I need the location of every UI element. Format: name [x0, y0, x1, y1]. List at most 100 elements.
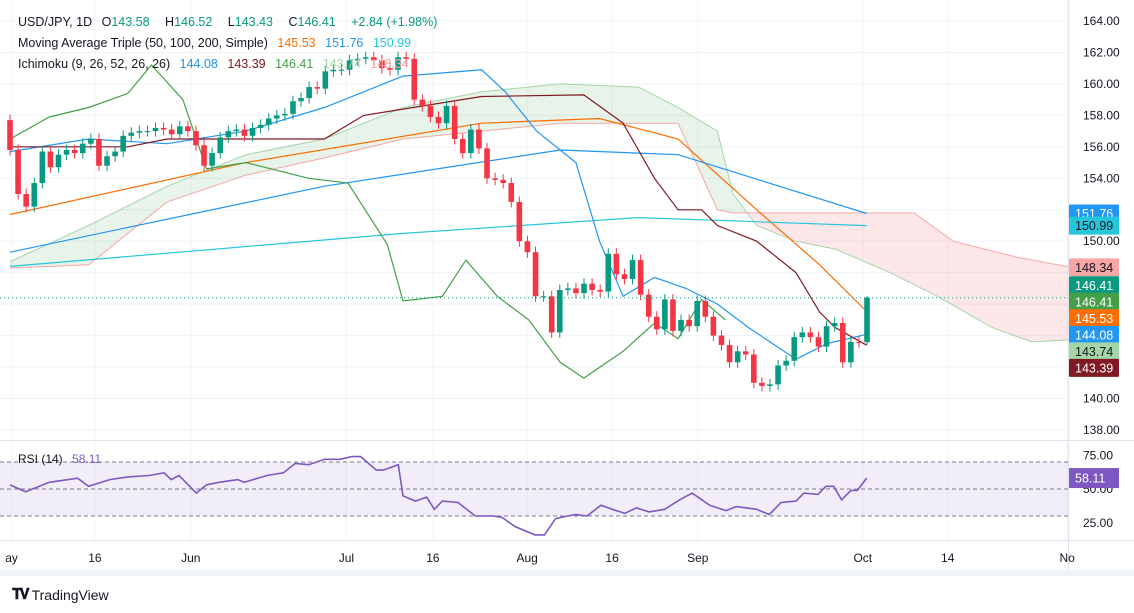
candle-body: [694, 300, 701, 327]
price-badge-label: 148.34: [1075, 261, 1113, 275]
price-badge-label: 144.08: [1075, 328, 1113, 342]
cloud-segment: [851, 212, 855, 258]
candle-body: [176, 126, 183, 135]
high-value: 146.52: [174, 15, 213, 29]
cloud-segment: [175, 181, 179, 200]
candle-body: [848, 341, 854, 363]
candle-body: [282, 113, 288, 116]
cloud-segment: [182, 178, 187, 197]
cloud-segment: [163, 186, 168, 206]
cloud-segment: [603, 85, 608, 124]
cloud-segment: [234, 157, 238, 180]
cloud-segment: [1023, 258, 1028, 341]
cloud-segment: [689, 114, 694, 158]
candle-body: [653, 316, 660, 330]
cloud-segment: [1059, 265, 1064, 341]
cloud-segment: [705, 124, 710, 193]
cloud-segment: [941, 232, 946, 301]
tradingview-footer[interactable]: 𝐓𝐕 TradingView: [12, 586, 109, 603]
candle-body: [338, 69, 345, 71]
cloud-segment: [1031, 259, 1036, 342]
rsi-line: [9, 455, 868, 536]
cloud-segment: [1027, 259, 1032, 342]
price-tick-label: 156.00: [1083, 140, 1120, 154]
cloud-segment: [571, 84, 576, 124]
time-tick-label: Jul: [339, 551, 354, 565]
cloud-segment: [516, 87, 521, 128]
cloud-segment: [949, 238, 954, 306]
price-badge: [1069, 292, 1119, 311]
cloud-segment: [49, 241, 54, 267]
span-a-value: 143.74: [322, 57, 362, 71]
cloud-segment: [328, 135, 333, 157]
candle-body: [435, 116, 442, 124]
candle-body: [500, 179, 506, 184]
cloud-segment: [646, 91, 651, 124]
ma-legend[interactable]: Moving Average Triple (50, 100, 200, Sim…: [18, 36, 417, 50]
cloud-segment: [351, 126, 356, 152]
cloud-segment: [886, 212, 891, 273]
candle-body: [670, 299, 676, 331]
candle-body: [249, 127, 256, 136]
candle-body: [88, 138, 94, 144]
cloud-segment: [473, 92, 478, 132]
cloud-segment: [273, 148, 278, 170]
candle-body: [298, 98, 304, 102]
price-badge-label: 143.74: [1075, 345, 1113, 359]
cloud-segment: [214, 165, 219, 186]
cloud-segment: [568, 84, 572, 124]
cloud-segment: [61, 236, 66, 266]
cloud-segment: [890, 212, 895, 275]
cloud-segment: [831, 212, 836, 250]
candle-body: [79, 143, 86, 154]
symbol-label[interactable]: USD/JPY, 1D: [18, 15, 93, 29]
price-badge-label: 146.41: [1075, 279, 1113, 293]
candle-body: [759, 382, 765, 386]
ma200-value: 150.99: [372, 36, 412, 50]
cloud-segment: [399, 107, 403, 140]
cloud-segment: [575, 84, 580, 124]
cloud-segment: [505, 89, 510, 129]
brand-label: TradingView: [31, 586, 109, 603]
cloud-segment: [481, 91, 486, 132]
cloud-segment: [33, 249, 38, 268]
cloud-segment: [194, 173, 199, 193]
candle-body: [621, 274, 628, 279]
cloud-segment: [391, 110, 396, 142]
cloud-segment: [127, 203, 132, 234]
candle-body: [7, 120, 13, 150]
rsi-legend[interactable]: RSI (14) 58.11: [18, 452, 107, 466]
candle-body: [540, 296, 547, 298]
candle-body: [710, 316, 717, 336]
candle-body: [718, 335, 725, 346]
cloud-segment: [583, 84, 588, 124]
time-tick-label: Jun: [181, 551, 200, 565]
cloud-segment: [186, 176, 191, 196]
time-tick-label: 14: [941, 551, 955, 565]
cloud-segment: [729, 178, 734, 213]
candle-body: [193, 131, 199, 146]
candle-body: [136, 131, 143, 133]
cloud-segment: [458, 95, 462, 134]
candle-body: [443, 105, 450, 124]
price-badge: [1069, 216, 1119, 235]
cloud-segment: [847, 212, 852, 256]
cloud-segment: [619, 86, 624, 124]
chikou-value: 146.41: [275, 57, 314, 71]
time-tick-label: ay: [5, 551, 18, 565]
cloud-segment: [367, 120, 372, 148]
price-tick-label: 140.00: [1083, 392, 1120, 406]
ichimoku-legend[interactable]: Ichimoku (9, 26, 52, 26, 26) 144.08 143.…: [18, 57, 415, 71]
candle-body: [233, 129, 240, 132]
candle-body: [290, 101, 296, 114]
price-tick-label: 154.00: [1083, 171, 1120, 185]
candle-body: [734, 351, 741, 363]
time-tick-label: Aug: [517, 551, 538, 565]
candle-body: [265, 118, 272, 125]
cloud-segment: [406, 105, 411, 139]
cloud-segment: [784, 212, 789, 239]
cloud-segment: [760, 212, 765, 229]
candle-body: [799, 332, 806, 338]
cloud-segment: [862, 212, 867, 263]
